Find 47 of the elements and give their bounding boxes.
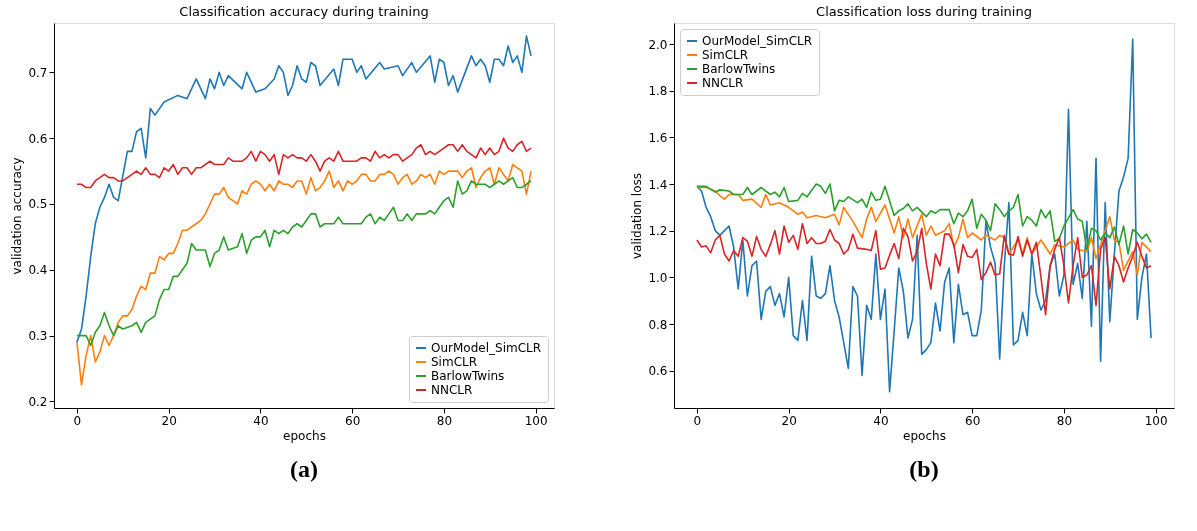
- y-axis-title: validation loss: [630, 172, 645, 260]
- line-series: [76, 137, 532, 189]
- y-axis-title: validation accuracy: [10, 157, 25, 275]
- x-tick-label: 60: [965, 413, 981, 428]
- y-tick-label: 1.0: [648, 270, 668, 285]
- line-series: [696, 222, 1152, 316]
- x-tick-label: 80: [1056, 413, 1073, 428]
- legend-label: SimCLR: [702, 48, 749, 62]
- y-tick-label: 2.0: [648, 37, 668, 52]
- y-tick-label: 0.4: [28, 263, 48, 278]
- y-tick-label: 0.5: [28, 197, 48, 212]
- x-axis-title: epochs: [283, 428, 326, 443]
- x-tick-label: 20: [161, 413, 177, 428]
- y-tick-label: 1.2: [648, 224, 668, 239]
- x-axis-title: epochs: [903, 428, 946, 443]
- line-series: [696, 183, 1152, 255]
- y-tick-label: 0.6: [648, 364, 668, 379]
- line-series: [696, 186, 1152, 276]
- x-tick-label: 80: [436, 413, 453, 428]
- y-tick-label: 0.3: [28, 329, 48, 344]
- x-tick-label: 0: [693, 413, 702, 428]
- line-series: [76, 35, 532, 343]
- x-tick-label: 20: [781, 413, 797, 428]
- legend-label: BarlowTwins: [431, 369, 505, 383]
- legend-label: BarlowTwins: [702, 62, 776, 76]
- legend-label: OurModel_SimCLR: [702, 34, 813, 48]
- y-tick-label: 1.4: [648, 177, 668, 192]
- y-tick-label: 0.7: [28, 65, 48, 80]
- legend-label: OurModel_SimCLR: [431, 341, 542, 355]
- y-tick-label: 1.6: [648, 130, 668, 145]
- x-tick-label: 60: [345, 413, 361, 428]
- chart-title: Classification loss during training: [816, 4, 1032, 19]
- chart-title: Classification accuracy during training: [179, 4, 429, 19]
- legend-label: NNCLR: [431, 383, 473, 397]
- y-tick-label: 0.6: [28, 131, 48, 146]
- x-tick-label: 100: [1144, 413, 1168, 428]
- x-tick-label: 40: [253, 413, 269, 428]
- y-tick-label: 0.2: [28, 394, 48, 409]
- x-tick-label: 40: [873, 413, 889, 428]
- text: (a): [290, 456, 318, 482]
- legend-label: SimCLR: [431, 355, 478, 369]
- y-tick-label: 1.8: [648, 84, 668, 99]
- x-tick-label: 100: [524, 413, 548, 428]
- legend-label: NNCLR: [702, 76, 744, 90]
- text: (b): [909, 456, 939, 482]
- x-tick-label: 0: [73, 413, 82, 428]
- y-tick-label: 0.8: [648, 317, 668, 332]
